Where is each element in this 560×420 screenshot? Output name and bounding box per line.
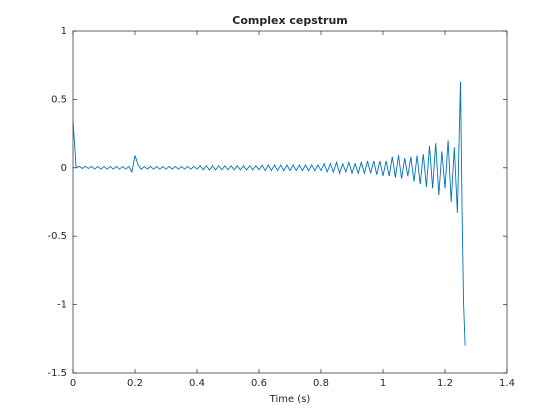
x-tick-label: 1 xyxy=(380,378,386,389)
y-tick-label: -1.5 xyxy=(47,368,67,379)
x-tick-label: 0.4 xyxy=(189,378,205,389)
y-tick-label: -0.5 xyxy=(47,231,67,242)
x-tick-label: 0.6 xyxy=(251,378,267,389)
plot-area xyxy=(72,30,508,374)
chart-title: Complex cepstrum xyxy=(232,14,348,27)
x-tick-label: 1.4 xyxy=(499,378,515,389)
x-axis-label: Time (s) xyxy=(269,394,311,405)
series-line xyxy=(72,81,466,346)
x-tick-label: 0.2 xyxy=(127,378,143,389)
y-tick-label: 0 xyxy=(61,163,67,174)
x-tick-label: 0 xyxy=(70,378,76,389)
x-tick-label: 1.2 xyxy=(437,378,453,389)
y-tick-label: -1 xyxy=(57,300,67,311)
y-tick-label: 0.5 xyxy=(51,94,67,105)
y-tick-label: 1 xyxy=(61,26,67,37)
x-tick-label: 0.8 xyxy=(313,378,329,389)
